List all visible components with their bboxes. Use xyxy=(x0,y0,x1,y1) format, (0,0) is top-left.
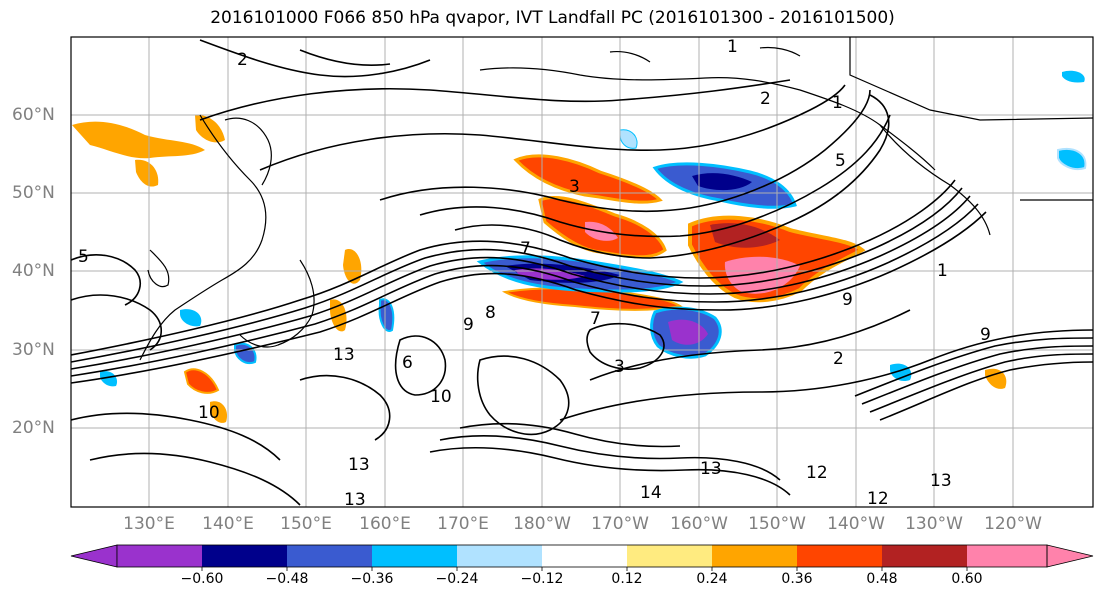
contour-label: 5 xyxy=(835,151,846,171)
contour-label: 1 xyxy=(727,37,738,57)
contour-label: 5 xyxy=(78,247,89,267)
map-frame xyxy=(70,36,1094,508)
lon-label: 160°E xyxy=(359,514,411,534)
contour-label: 13 xyxy=(333,345,355,365)
colorbar-outline xyxy=(116,544,1048,568)
lon-label: 120°W xyxy=(984,514,1042,534)
colorbar-segment xyxy=(882,545,967,567)
colorbar-tick-label: 0.36 xyxy=(781,571,813,587)
contour-labels: 2 1 2 1 5 3 7 9 8 7 5 1 9 13 10 6 3 2 9 … xyxy=(78,37,991,510)
colorbar-tick-label: 0.12 xyxy=(611,571,643,587)
lat-label: 50°N xyxy=(12,183,55,203)
colorbar-max-extension xyxy=(1046,544,1094,568)
lon-label: 150°E xyxy=(280,514,332,534)
colorbar-segment xyxy=(287,545,372,567)
contour-label: 14 xyxy=(640,483,662,503)
colorbar-segment xyxy=(457,545,542,567)
lat-label: 30°N xyxy=(12,340,55,360)
contour-label: 2 xyxy=(760,89,771,109)
lon-label: 160°W xyxy=(670,514,728,534)
contour-label: 13 xyxy=(930,471,952,491)
colorbar-tick-label: 0.60 xyxy=(951,571,983,587)
lon-label: 130°W xyxy=(905,514,963,534)
colorbar-segment xyxy=(712,545,797,567)
contour-label: 2 xyxy=(833,349,844,369)
ivt-contours xyxy=(71,39,1093,506)
contour-label: 12 xyxy=(867,489,889,509)
contour-label: 13 xyxy=(700,459,722,479)
contour-label: 12 xyxy=(806,463,828,483)
colorbar-segment xyxy=(967,545,1047,567)
colorbar-min-extension xyxy=(70,544,118,568)
contour-label: 10 xyxy=(430,387,452,407)
contour-label: 10 xyxy=(198,403,220,423)
colorbar-tick-label: 0.24 xyxy=(696,571,728,587)
lat-label: 60°N xyxy=(12,105,55,125)
colorbar-tick-label: −0.48 xyxy=(265,571,309,587)
contour-label: 2 xyxy=(237,50,248,70)
contour-label: 9 xyxy=(842,290,853,310)
contour-label: 13 xyxy=(348,455,370,475)
contour-label: 3 xyxy=(569,177,580,197)
contour-label: 7 xyxy=(520,239,531,259)
colorbar-tick-label: −0.36 xyxy=(350,571,394,587)
lon-label: 140°E xyxy=(202,514,254,534)
map-title: 2016101000 F066 850 hPa qvapor, IVT Land… xyxy=(210,8,895,28)
map-panel: 2 1 2 1 5 3 7 9 8 7 5 1 9 13 10 6 3 2 9 … xyxy=(71,37,1093,510)
contour-label: 7 xyxy=(590,309,601,329)
contour-label: 13 xyxy=(344,490,366,510)
colorbar-ticks xyxy=(201,567,968,571)
colorbar-tick-label: −0.24 xyxy=(435,571,479,587)
lon-label: 130°E xyxy=(123,514,175,534)
colorbar-segment xyxy=(627,545,712,567)
contour-label: 9 xyxy=(980,325,991,345)
lon-label: 140°W xyxy=(827,514,885,534)
contour-label: 8 xyxy=(485,303,496,323)
contour-label: 1 xyxy=(937,261,948,281)
contour-label: 1 xyxy=(832,93,843,113)
coastlines xyxy=(139,37,1093,361)
colorbar-segment xyxy=(372,545,457,567)
colorbar-tick-label: 0.48 xyxy=(866,571,898,587)
lon-label: 150°W xyxy=(748,514,806,534)
colorbar-segment xyxy=(117,545,202,567)
colorbar-tick-label: −0.12 xyxy=(520,571,564,587)
lon-label: 170°W xyxy=(591,514,649,534)
contour-label: 3 xyxy=(614,357,625,377)
colorbar-segment xyxy=(202,545,287,567)
colorbar xyxy=(70,544,1094,571)
lat-label: 20°N xyxy=(12,418,55,438)
colorbar-segment xyxy=(542,545,627,567)
lon-label: 180°W xyxy=(513,514,571,534)
positive-anomaly-patches xyxy=(72,114,1007,423)
lon-label: 170°E xyxy=(437,514,489,534)
colorbar-tick-label: −0.60 xyxy=(180,571,224,587)
colorbar-segment xyxy=(797,545,882,567)
contour-label: 6 xyxy=(402,353,413,373)
lat-label: 40°N xyxy=(12,261,55,281)
contour-label: 9 xyxy=(463,315,474,335)
